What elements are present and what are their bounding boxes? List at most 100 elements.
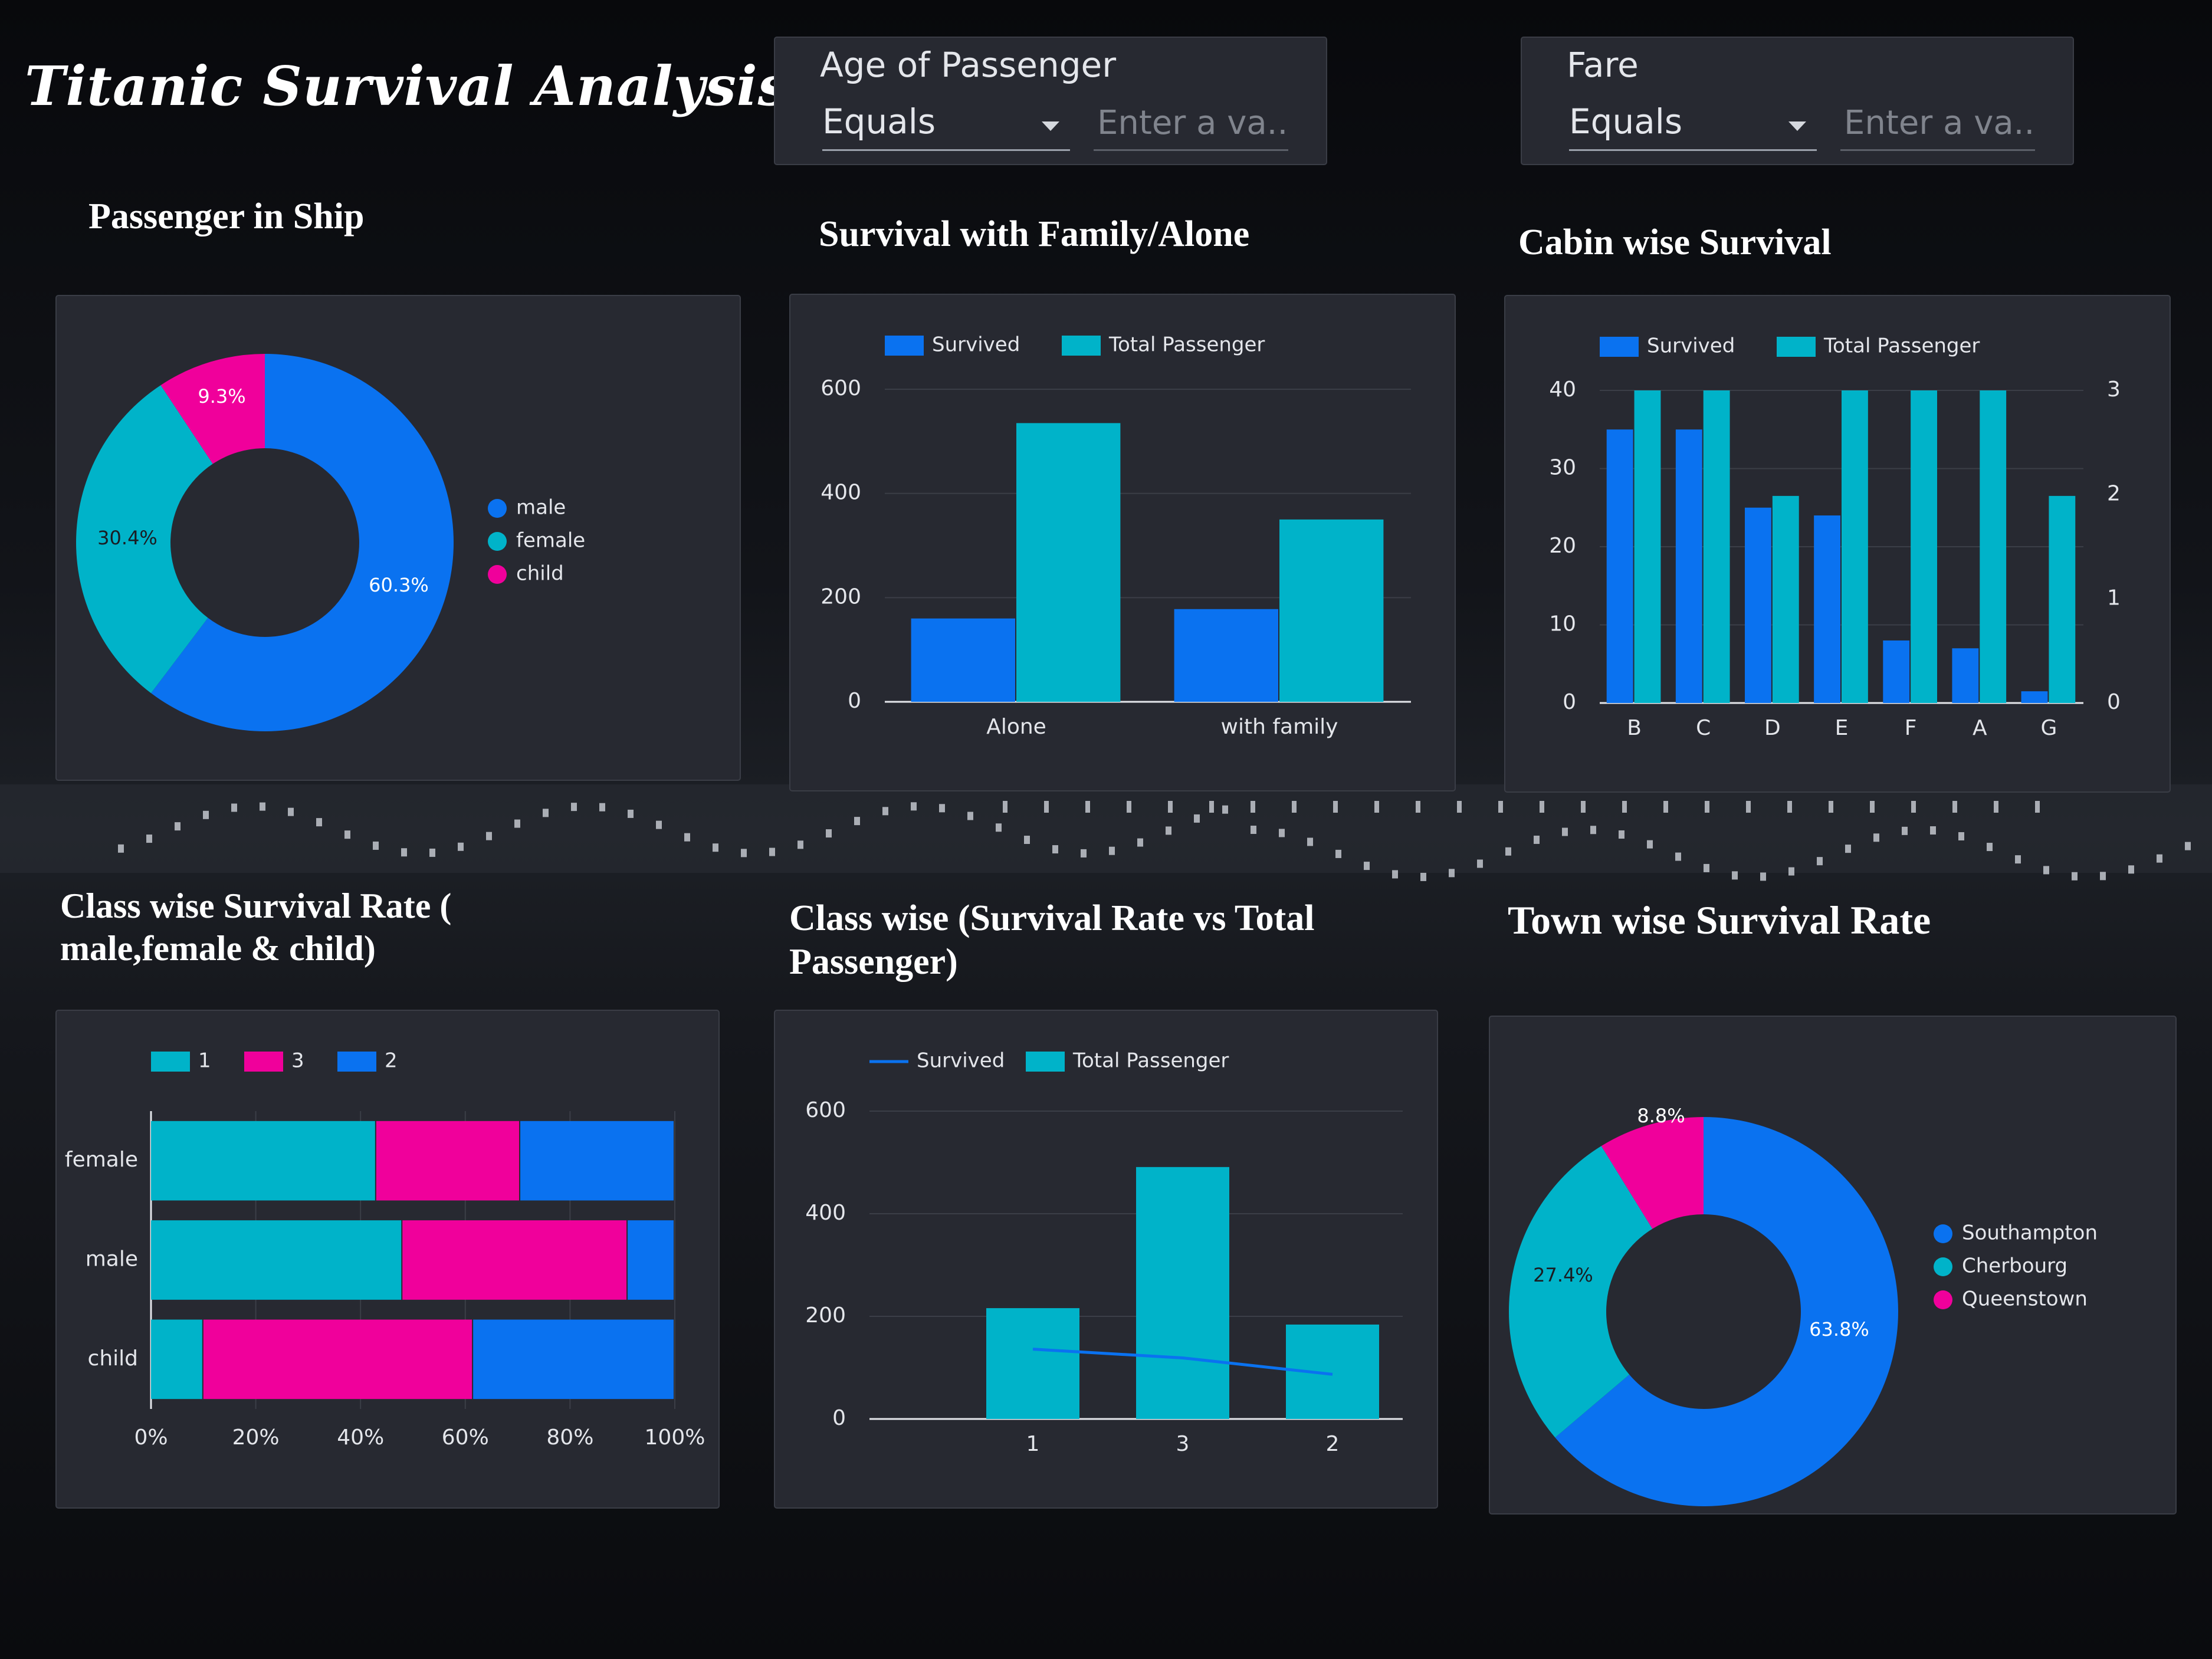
heading-line: Passenger) [789, 942, 958, 983]
ship-light [1081, 849, 1087, 858]
ship-light [1994, 801, 1998, 813]
chevron-down-icon [1788, 121, 1806, 131]
legend-label: Survived [917, 1049, 1005, 1073]
ship-light [939, 804, 945, 813]
x-tick-label: Alone [986, 715, 1046, 739]
heading-town: Town wise Survival Rate [1508, 898, 1931, 942]
x-tick-label: G [2040, 716, 2057, 740]
ship-light [1704, 863, 1709, 872]
ship-light [2185, 842, 2191, 850]
ship-light [1732, 871, 1738, 880]
pie-slice-southampton [1555, 1117, 1898, 1506]
y-tick-label: 20 [1549, 534, 1576, 558]
y-tick-label: 40 [1549, 377, 1576, 402]
x-tick-label: A [1973, 716, 1987, 740]
ship-light [1958, 832, 1964, 841]
panel-town: 63.8% 27.4% 8.8% Southampton Cherbourg Queens… [1489, 1016, 2177, 1515]
legend-swatch [1777, 337, 1816, 357]
legend-label: Cherbourg [1962, 1254, 2067, 1278]
ship-light [1449, 869, 1455, 878]
bar-segment-class-3 [376, 1121, 520, 1201]
legend-swatch [488, 532, 507, 551]
bar-total-passenger [1016, 423, 1121, 702]
x-tick-label: 1 [1026, 1432, 1040, 1456]
bar-segment-class-3 [203, 1319, 472, 1400]
chevron-down-icon [1042, 121, 1059, 131]
operator-dropdown[interactable]: Equals [822, 97, 1070, 151]
heading-class-vs-total: Class wise (Survival Rate vs Total Passe… [789, 896, 1314, 984]
ship-light [1251, 826, 1256, 835]
ship-light [1109, 846, 1115, 855]
bar-segment-class-2 [473, 1319, 674, 1400]
ship-light [1137, 838, 1143, 847]
chart-cabin: 0 10 20 30 40 0 1 2 3 B C D E F A G Survived Total Passen… [1549, 334, 2121, 741]
y-tick-label: 0 [832, 1406, 846, 1430]
bar-total-passenger [1136, 1167, 1229, 1419]
heading-cabin: Cabin wise Survival [1518, 222, 1832, 262]
bar-survived [1952, 648, 1979, 703]
ship-light [175, 822, 180, 831]
y-tick-label: 400 [821, 481, 861, 505]
x-tick-label: 0% [134, 1425, 168, 1450]
legend-swatch [1026, 1052, 1065, 1072]
heading-passenger-in-ship: Passenger in Ship [88, 196, 365, 236]
ship-light [854, 817, 860, 826]
filter-label: Age of Passenger [820, 45, 1117, 85]
legend-swatch [1934, 1224, 1952, 1243]
y-tick-label: 10 [1549, 612, 1576, 636]
ship-light [1166, 826, 1171, 835]
fare-value-input[interactable] [1840, 97, 2035, 151]
operator-dropdown[interactable]: Equals [1569, 97, 1817, 151]
chart-family-alone: 0 200 400 600 Alone with family Survived Total … [821, 333, 1411, 739]
filter-age-of-passenger: Age of Passenger Equals [774, 37, 1327, 165]
bar-survived [1174, 609, 1278, 702]
ship-light [543, 809, 549, 817]
ship-light [797, 840, 803, 849]
bar-survived [1675, 429, 1702, 703]
heading-line: Class wise Survival Rate ( [60, 886, 452, 925]
ship-light [1817, 857, 1823, 866]
legend-label: Queenstown [1962, 1287, 2088, 1311]
heading-line: Class wise (Survival Rate vs Total [789, 898, 1315, 938]
ship-light [429, 848, 435, 857]
legend-swatch [1934, 1257, 1952, 1276]
legend-label: 2 [385, 1049, 398, 1073]
bar-total-passenger [1703, 390, 1730, 703]
chart-town: 63.8% 27.4% 8.8% Southampton Cherbourg Queens… [1509, 1105, 2098, 1506]
ship-light [2035, 801, 2040, 813]
panel-class-vs-total: 0 200 400 600 1 3 2 Survived Total Passenger [774, 1010, 1438, 1509]
ship-light [486, 832, 492, 840]
ship-light [2015, 855, 2021, 864]
ship-light [1307, 837, 1313, 846]
ship-light [1675, 852, 1681, 861]
ship-light [260, 802, 265, 811]
bar-segment-class-1 [151, 1121, 375, 1201]
ship-light [684, 833, 690, 842]
x-tick-label: with family [1221, 715, 1338, 739]
legend-swatch [337, 1052, 376, 1072]
ship-light [2100, 872, 2106, 881]
chart-class-rate: 0% 20% 40% 60% 80% 100% female male child 1 3 2 [65, 1049, 705, 1450]
bar-segment-class-1 [151, 1319, 202, 1400]
ship-light [118, 844, 124, 853]
age-value-input[interactable] [1094, 97, 1288, 151]
panel-cabin: 0 10 20 30 40 0 1 2 3 B C D E F A G Survived Total Passen… [1504, 295, 2171, 793]
bar-survived [1745, 507, 1771, 703]
ship-light [1279, 829, 1285, 837]
slice-value-label: 30.4% [97, 527, 157, 549]
y-tick-label: child [88, 1346, 138, 1371]
ship-light [1127, 801, 1131, 813]
ship-light [1003, 801, 1007, 813]
ship-light [1222, 805, 1228, 814]
legend-label: Total Passenger [1108, 333, 1265, 357]
y2-tick-label: 0 [2107, 690, 2121, 714]
pie-slice-male [151, 354, 454, 731]
ship-light [316, 818, 322, 827]
ship-light [1024, 836, 1030, 845]
ship-light [1930, 826, 1936, 835]
heading-line: male,female & child) [60, 929, 376, 968]
heading-class-rate: Class wise Survival Rate ( male,female &… [60, 885, 451, 970]
slice-value-label: 8.8% [1637, 1105, 1685, 1127]
ship-light [769, 847, 775, 856]
ship-light [514, 819, 520, 828]
